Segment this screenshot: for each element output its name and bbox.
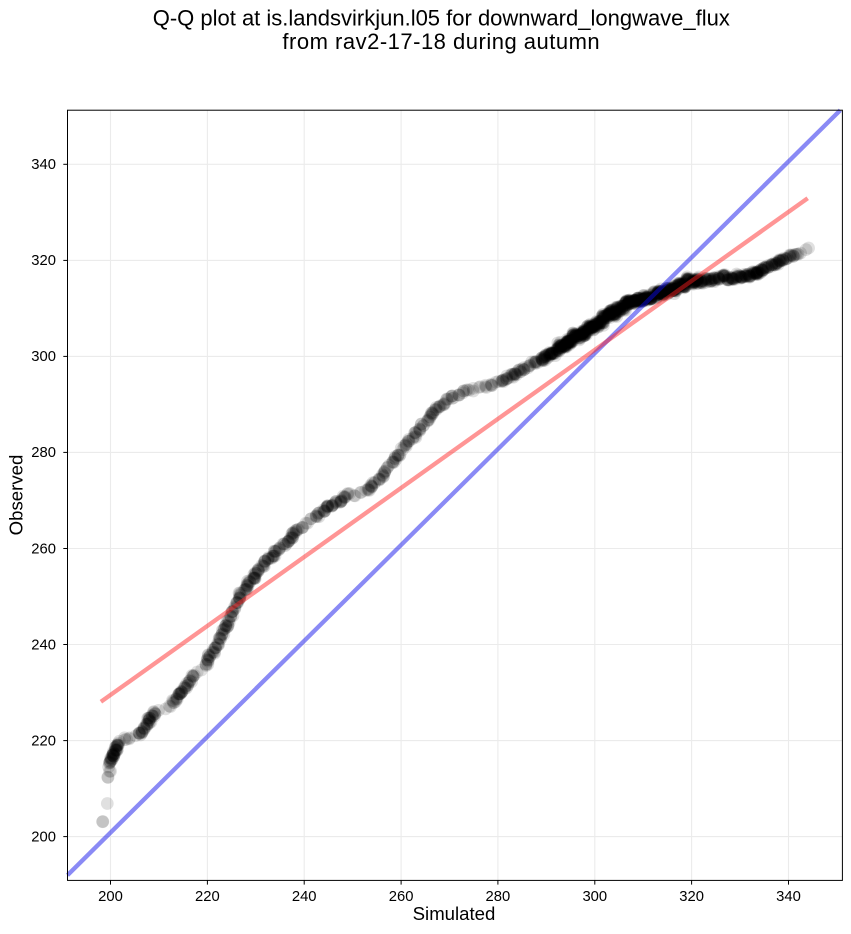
svg-text:260: 260: [31, 541, 56, 557]
svg-text:Q-Q plot at is.landsvirkjun.l0: Q-Q plot at is.landsvirkjun.l05 for down…: [153, 6, 730, 31]
svg-text:260: 260: [389, 889, 414, 905]
svg-text:320: 320: [31, 253, 56, 269]
svg-text:Simulated: Simulated: [413, 903, 496, 924]
svg-text:200: 200: [31, 829, 56, 845]
svg-text:320: 320: [679, 889, 704, 905]
svg-text:Observed: Observed: [6, 455, 27, 536]
svg-text:220: 220: [31, 733, 56, 749]
svg-text:220: 220: [195, 889, 220, 905]
svg-text:340: 340: [776, 889, 801, 905]
svg-text:from rav2-17-18 during autumn: from rav2-17-18 during autumn: [282, 29, 600, 54]
svg-text:200: 200: [98, 889, 123, 905]
svg-text:280: 280: [31, 445, 56, 461]
svg-text:240: 240: [292, 889, 317, 905]
svg-text:340: 340: [31, 157, 56, 173]
svg-text:300: 300: [582, 889, 607, 905]
svg-text:280: 280: [486, 889, 511, 905]
svg-text:240: 240: [31, 637, 56, 653]
svg-text:300: 300: [31, 349, 56, 365]
